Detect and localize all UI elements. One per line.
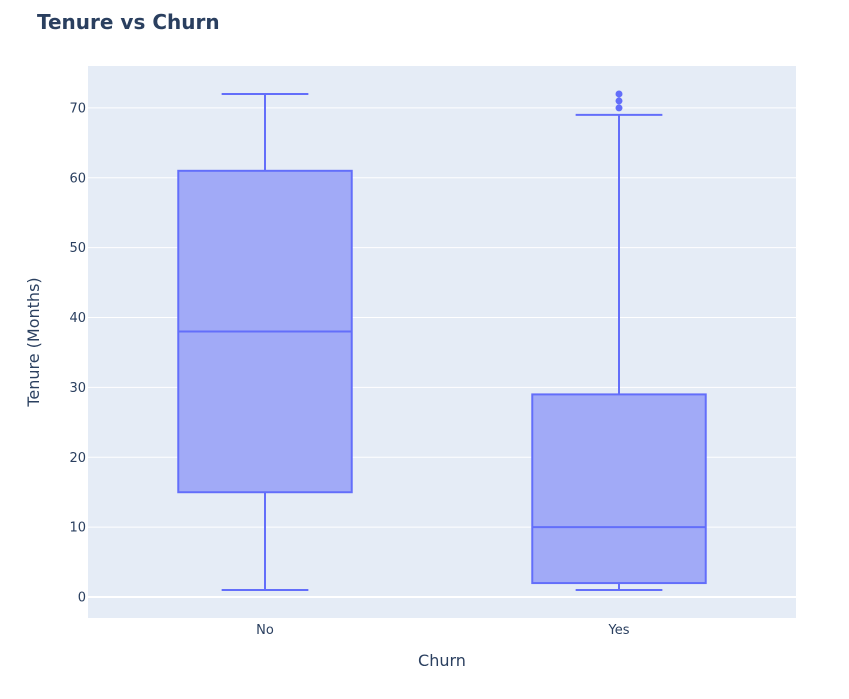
y-tick-label: 0 <box>78 591 86 606</box>
y-tick-label: 50 <box>69 241 86 256</box>
x-tick-label: No <box>256 623 274 638</box>
y-tick-label: 20 <box>69 451 86 466</box>
x-axis-ticks: No Yes <box>256 623 630 638</box>
outlier-point <box>615 97 623 105</box>
box-body <box>531 393 707 585</box>
y-tick-label: 30 <box>69 381 86 396</box>
chart-title: Tenure vs Churn <box>37 10 220 34</box>
outlier-point <box>615 104 623 112</box>
box-yes <box>531 90 707 592</box>
box-no <box>177 92 353 592</box>
y-tick-label: 10 <box>69 521 86 536</box>
x-axis-title: Churn <box>418 651 466 670</box>
y-tick-label: 70 <box>69 101 86 116</box>
y-tick-label: 40 <box>69 311 86 326</box>
y-axis-ticks: 0 10 20 30 40 50 60 70 <box>69 101 86 605</box>
y-axis-title: Tenure (Months) <box>24 277 43 407</box>
outlier-point <box>615 90 623 98</box>
x-tick-label: Yes <box>608 623 630 638</box>
boxes <box>177 90 707 592</box>
y-tick-label: 60 <box>69 171 86 186</box>
